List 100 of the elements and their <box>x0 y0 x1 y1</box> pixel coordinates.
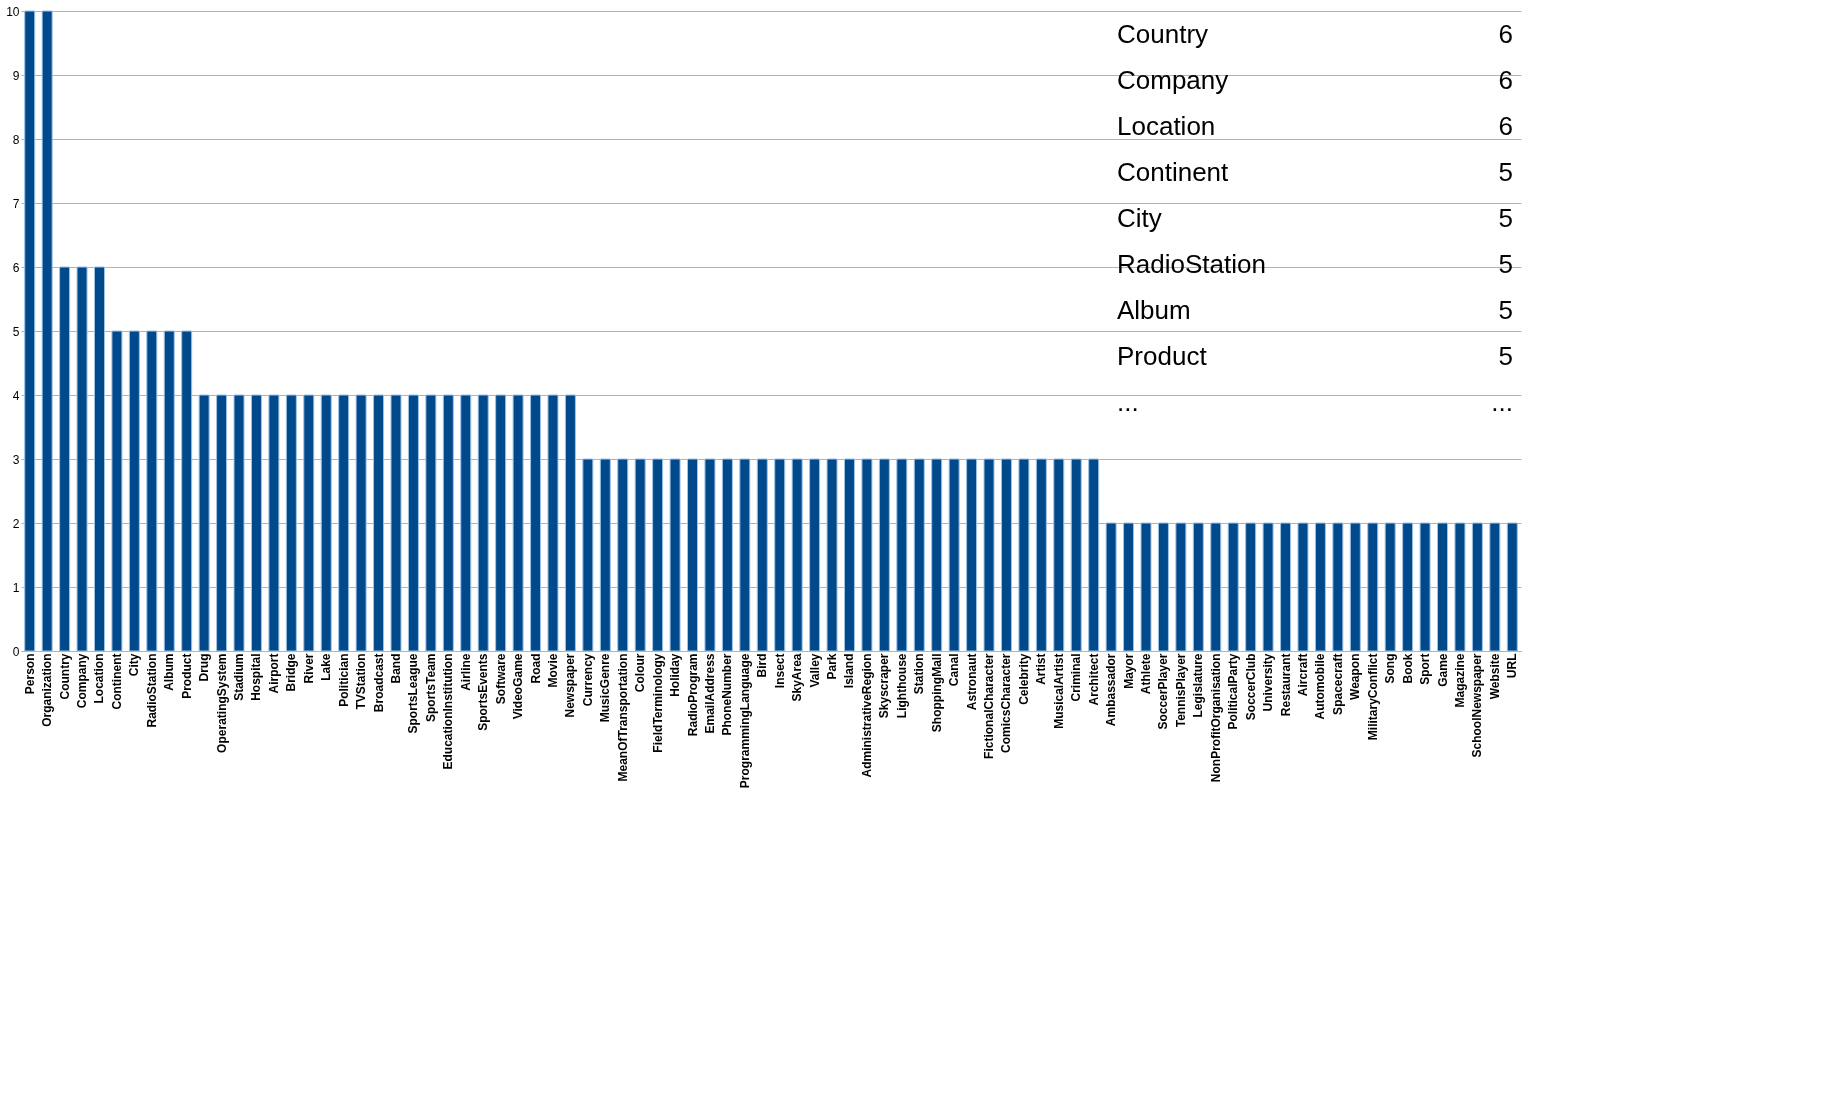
bar <box>1175 522 1187 652</box>
x-tick-label: Architect <box>1086 653 1101 706</box>
annotation: 6 <box>1498 111 1513 141</box>
y-tick-label: 8 <box>12 132 20 147</box>
bar <box>1454 522 1466 652</box>
bar <box>111 330 123 652</box>
x-tick-label: River <box>301 653 316 684</box>
bar <box>687 458 699 652</box>
bar <box>250 394 262 652</box>
x-tick-label: Location <box>92 653 107 704</box>
bar <box>1384 522 1396 652</box>
annotation: ... <box>1117 387 1139 417</box>
bar <box>146 330 158 652</box>
x-tick-label: Road <box>528 653 543 684</box>
x-tick-label: Magazine <box>1452 653 1467 708</box>
x-tick-label: City <box>127 653 142 677</box>
x-tick-label: AdministrativeRegion <box>859 653 874 778</box>
bar <box>931 458 943 652</box>
bar <box>948 458 960 652</box>
x-tick-label: Holiday <box>668 653 683 697</box>
bar <box>547 394 559 652</box>
bar <box>1262 522 1274 652</box>
x-tick-label: Weapon <box>1348 653 1363 700</box>
annotation: Location <box>1117 111 1216 141</box>
x-tick-label: Mayor <box>1121 653 1136 689</box>
x-tick-label: Lake <box>319 653 334 681</box>
bar <box>303 394 315 652</box>
x-tick-label: FictionalCharacter <box>982 653 997 759</box>
bar <box>1437 522 1449 652</box>
x-tick-label: MusicGenre <box>598 653 613 723</box>
x-tick-label: Aircraft <box>1295 653 1310 697</box>
bar <box>425 394 437 652</box>
x-tick-label: SoccerPlayer <box>1156 653 1171 730</box>
x-tick-label: University <box>1261 653 1276 712</box>
bar <box>1035 458 1047 652</box>
bar <box>1070 458 1082 652</box>
bar <box>1297 522 1309 652</box>
x-tick-label: Station <box>912 653 927 695</box>
bar <box>652 458 664 652</box>
y-tick-label: 1 <box>12 580 20 595</box>
x-tick-label: EducationInstitution <box>441 653 456 770</box>
x-tick-label: Website <box>1487 653 1502 700</box>
bar <box>268 394 280 652</box>
bar <box>216 394 228 652</box>
x-tick-label: Company <box>75 653 90 709</box>
x-tick-label: Software <box>493 653 508 705</box>
x-tick-label: Ambassador <box>1104 653 1119 727</box>
bar <box>913 458 925 652</box>
x-tick-label: Park <box>825 653 840 680</box>
x-tick-label: Newspaper <box>563 653 578 718</box>
bar <box>24 10 36 652</box>
x-tick-label: NonProfitOrganisation <box>1208 653 1223 783</box>
x-tick-label: Book <box>1400 653 1415 684</box>
x-tick-label: Currency <box>580 653 595 707</box>
bar <box>530 394 542 652</box>
x-tick-label: Colour <box>633 653 648 693</box>
x-tick-label: SportsLeague <box>406 653 421 734</box>
bar <box>1140 522 1152 652</box>
x-tick-label: Band <box>389 653 403 684</box>
bar <box>704 458 716 652</box>
bar <box>1123 522 1135 652</box>
bar <box>163 330 175 652</box>
bar <box>791 458 803 652</box>
x-tick-label: RadioStation <box>144 653 159 728</box>
x-tick-label: SoccerClub <box>1243 653 1258 721</box>
x-tick-label: Bridge <box>284 653 299 692</box>
annotation: 5 <box>1498 157 1513 187</box>
x-tick-label: Hospital <box>249 653 264 701</box>
bar <box>338 394 350 652</box>
annotation: Company <box>1117 65 1229 95</box>
bar <box>843 458 855 652</box>
bar <box>128 330 140 652</box>
x-tick-label: OperatingSystem <box>214 653 229 753</box>
x-tick-label: Bird <box>755 653 770 678</box>
x-tick-label: VideoGame <box>511 653 526 720</box>
x-tick-label: Airline <box>458 653 473 691</box>
bar <box>76 266 88 652</box>
bar <box>634 458 646 652</box>
annotation: 5 <box>1498 295 1513 325</box>
bar <box>1419 522 1431 652</box>
x-tick-label: SportsTeam <box>423 653 438 722</box>
x-tick-label: Continent <box>109 653 124 710</box>
x-tick-label: SportsEvents <box>476 653 491 731</box>
x-tick-label: EmailAddress <box>702 653 717 734</box>
bar <box>756 458 768 652</box>
bar <box>1105 522 1117 652</box>
x-tick-label: Sport <box>1418 653 1433 685</box>
bar <box>878 458 890 652</box>
bar <box>739 458 751 652</box>
x-tick-label: MusicalArtist <box>1051 653 1066 729</box>
bar <box>564 394 576 652</box>
bar <box>966 458 978 652</box>
bar <box>285 394 297 652</box>
x-tick-label: Song <box>1383 653 1398 684</box>
y-tick-label: 2 <box>12 516 20 531</box>
bar <box>1367 522 1379 652</box>
x-tick-label: Artist <box>1034 653 1049 685</box>
bar <box>1245 522 1257 652</box>
bar <box>1402 522 1414 652</box>
x-tick-label: ShoppingMall <box>929 653 944 733</box>
